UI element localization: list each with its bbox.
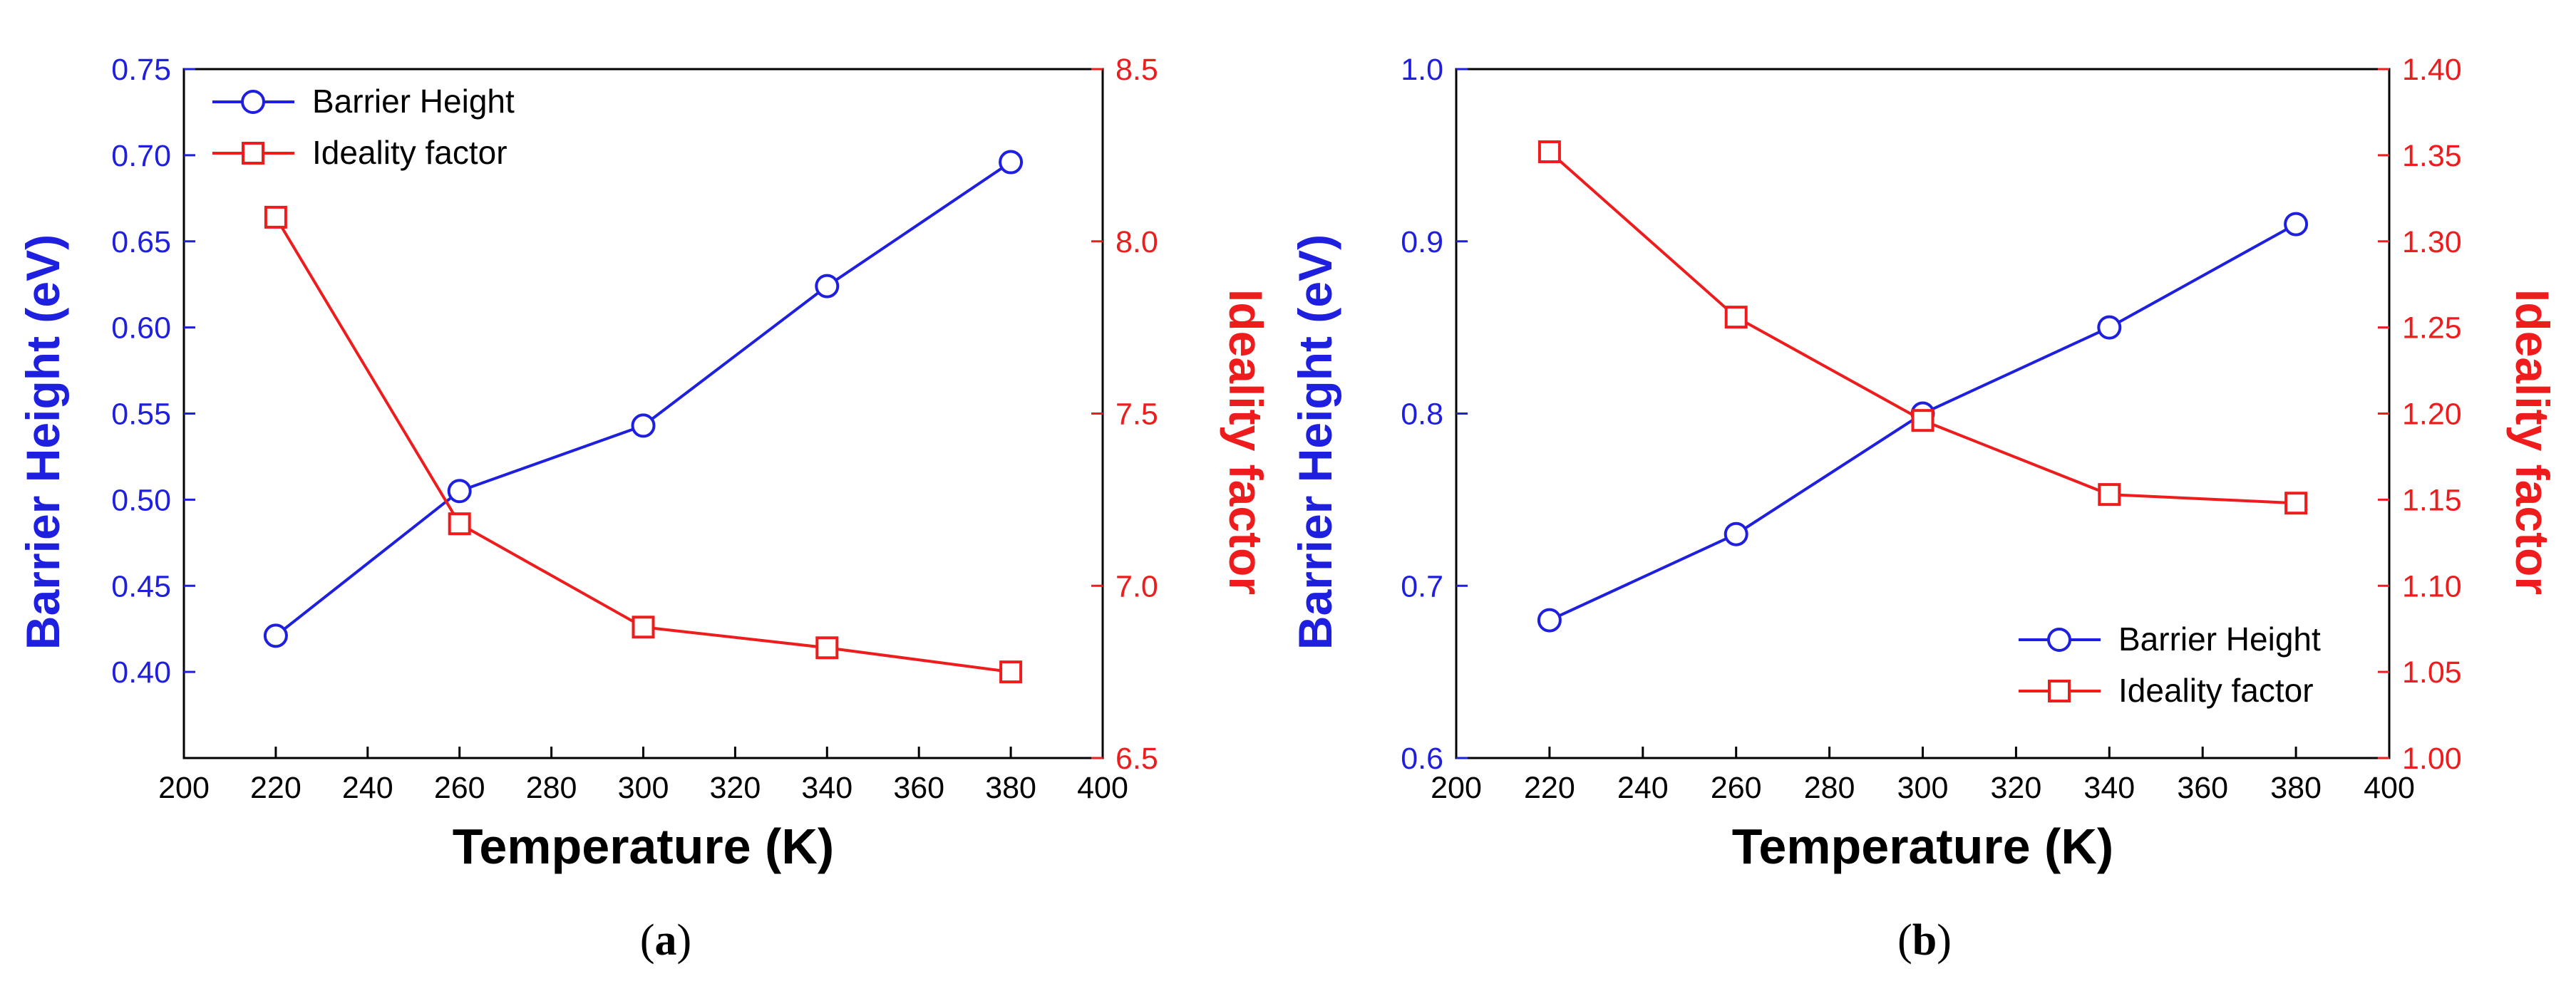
x-tick-label: 340 [801, 771, 852, 805]
panel-caption: (b) [1897, 916, 1952, 965]
panel-caption-letter: b [1912, 916, 1937, 965]
data-point-circle [447, 479, 472, 504]
x-tick-label: 280 [1804, 771, 1855, 805]
y-right-tick-label: 1.20 [2402, 398, 2462, 432]
x-tick-label: 380 [2270, 771, 2322, 805]
legend-marker-square [2048, 680, 2071, 702]
x-tick-label: 320 [1991, 771, 2042, 805]
y-right-tick-label: 1.10 [2402, 569, 2462, 603]
panel-caption-open: ( [640, 916, 655, 965]
data-point-circle [1537, 608, 1562, 633]
data-point-square [448, 512, 471, 536]
data-point-square [815, 636, 839, 660]
x-tick-label: 240 [1617, 771, 1669, 805]
data-point-circle [263, 623, 288, 648]
x-axis-title: Temperature (K) [1732, 819, 2113, 874]
legend-marker-square [242, 142, 264, 165]
legend-marker-circle [2047, 628, 2071, 652]
y-right-tick-label: 1.00 [2402, 742, 2462, 776]
data-point-square [264, 205, 287, 229]
data-point-circle [999, 150, 1024, 175]
x-tick-label: 200 [1431, 771, 1482, 805]
data-point-square [999, 660, 1023, 684]
panel-caption-close: ) [1937, 916, 1952, 965]
legend-label: Barrier Height [312, 83, 515, 120]
y-left-tick-label: 0.6 [1401, 742, 1443, 776]
x-tick-label: 260 [434, 771, 485, 805]
legend-marker-circle [241, 90, 265, 114]
panel-caption-close: ) [677, 916, 692, 965]
data-point-circle [815, 274, 840, 299]
x-axis-title: Temperature (K) [453, 819, 834, 874]
y-left-tick-label: 0.50 [111, 483, 171, 517]
y-left-tick-label: 0.7 [1401, 569, 1443, 603]
data-point-square [2098, 483, 2121, 507]
y-right-tick-label: 1.05 [2402, 655, 2462, 690]
y-right-tick-label: 1.15 [2402, 483, 2462, 517]
data-point-square [1537, 140, 1561, 164]
x-tick-label: 360 [2177, 771, 2228, 805]
series-line-1 [1548, 150, 2297, 505]
x-tick-label: 400 [2364, 771, 2415, 805]
y-left-tick-label: 0.45 [111, 569, 171, 603]
y-left-axis-title: Barrier Height (eV) [16, 234, 69, 650]
y-right-axis-title: Ideality factor [1220, 289, 1272, 595]
data-point-square [632, 616, 655, 639]
y-left-tick-label: 0.60 [111, 311, 171, 346]
x-tick-label: 200 [158, 771, 210, 805]
data-point-square [2284, 492, 2308, 515]
y-right-tick-label: 1.40 [2402, 53, 2462, 87]
data-point-circle [2284, 212, 2309, 237]
y-right-axis-title: Ideality factor [2506, 289, 2559, 595]
x-tick-label: 220 [1524, 771, 1575, 805]
y-right-tick-label: 7.0 [1116, 569, 1158, 603]
x-tick-label: 300 [1897, 771, 1949, 805]
x-tick-label: 400 [1077, 771, 1128, 805]
y-right-tick-label: 1.35 [2402, 139, 2462, 173]
y-left-tick-label: 1.0 [1401, 53, 1443, 87]
data-point-square [1724, 306, 1748, 329]
x-tick-label: 280 [526, 771, 577, 805]
x-tick-label: 380 [985, 771, 1036, 805]
series-line-1 [274, 216, 1011, 674]
y-right-tick-label: 6.5 [1116, 742, 1158, 776]
x-tick-label: 220 [250, 771, 302, 805]
y-left-tick-label: 0.65 [111, 225, 171, 259]
data-point-circle [2097, 315, 2122, 340]
chart-panel-b: 200 220 240 260 280 300 320 340 360 380 400 0.6 0.7 0… [1289, 53, 2559, 965]
y-right-tick-label: 1.30 [2402, 225, 2462, 259]
panel-caption-open: ( [1897, 916, 1912, 965]
y-left-tick-label: 0.40 [111, 655, 171, 690]
legend-label: Ideality factor [2118, 672, 2314, 709]
y-left-tick-label: 0.9 [1401, 225, 1443, 259]
y-left-tick-label: 0.70 [111, 139, 171, 173]
legend-label: Barrier Height [2118, 621, 2321, 658]
data-point-circle [631, 413, 656, 438]
y-left-tick-label: 0.8 [1401, 398, 1443, 432]
x-tick-label: 260 [1711, 771, 1762, 805]
y-left-axis-title: Barrier Height (eV) [1289, 234, 1341, 650]
data-point-circle [1724, 521, 1748, 546]
y-right-tick-label: 1.25 [2402, 311, 2462, 346]
x-tick-label: 240 [342, 771, 393, 805]
x-tick-label: 320 [710, 771, 761, 805]
y-right-tick-label: 8.5 [1116, 53, 1158, 87]
chart-panel-a: 200 220 240 260 280 300 320 340 360 380 400 0.40 0.4… [16, 53, 1272, 965]
panel-caption-letter: a [655, 916, 677, 965]
panel-caption: (a) [640, 916, 691, 965]
x-tick-label: 360 [893, 771, 944, 805]
x-tick-label: 300 [618, 771, 669, 805]
x-tick-label: 340 [2083, 771, 2135, 805]
legend-label: Ideality factor [312, 134, 508, 171]
y-right-tick-label: 8.0 [1116, 225, 1158, 259]
y-right-tick-label: 7.5 [1116, 398, 1158, 432]
data-point-square [1911, 409, 1934, 432]
y-left-tick-label: 0.75 [111, 53, 171, 87]
y-left-tick-label: 0.55 [111, 398, 171, 432]
